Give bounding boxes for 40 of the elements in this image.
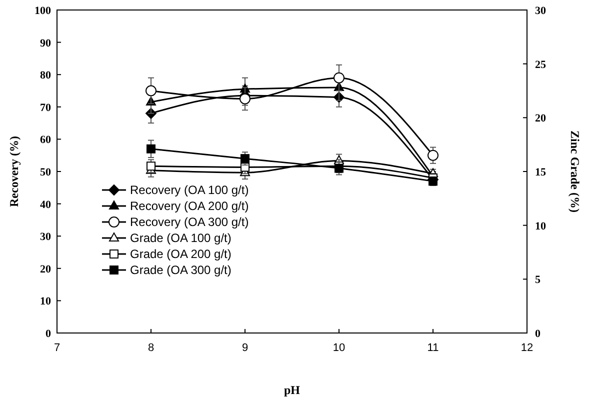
y-tick-label: 20 (40, 263, 52, 276)
y2-tick-label: 20 (535, 112, 546, 125)
y-tick-label: 60 (40, 134, 52, 146)
legend-label: Recovery (OA 200 g/t) (130, 199, 249, 213)
y-tick-label: 40 (40, 198, 52, 211)
y-tick-label: 70 (40, 102, 52, 114)
y-tick-label: 30 (40, 231, 52, 244)
y-tick-label: 100 (34, 5, 52, 17)
y2-tick-label: 25 (535, 58, 546, 71)
y-tick-label: 50 (40, 166, 52, 178)
y-tick-label: 80 (40, 70, 52, 82)
y2-tick-label: 0 (535, 328, 541, 340)
legend-label: Grade (OA 200 g/t) (130, 247, 232, 261)
y2-tick-label: 5 (535, 274, 541, 286)
point (146, 162, 156, 171)
point (146, 144, 156, 154)
y2-axis-title: Zinc Grade (%) (568, 130, 582, 212)
y2-tick-label: 15 (535, 166, 546, 178)
x-tick-label: 9 (242, 342, 248, 354)
y-axis-title: Recovery (%) (7, 136, 21, 207)
point (334, 72, 344, 84)
y2-tick-label: 10 (535, 220, 546, 232)
legend-label: Grade (OA 100 g/t) (130, 231, 232, 245)
legend-label: Grade (OA 300 g/t) (130, 263, 232, 277)
y-tick-label: 10 (40, 296, 52, 308)
x-tick-label: 7 (54, 342, 60, 354)
x-tick-label: 8 (148, 342, 154, 354)
point (240, 154, 250, 164)
x-tick-label: 10 (332, 342, 346, 354)
y-tick-label: 90 (40, 37, 52, 50)
y2-tick-label: 30 (535, 5, 546, 17)
point (428, 150, 438, 161)
legend-label: Recovery (OA 300 g/t) (130, 215, 249, 229)
y-tick-label: 0 (46, 328, 52, 340)
point (146, 85, 156, 96)
x-tick-label: 11 (427, 342, 439, 354)
point (240, 93, 250, 104)
x-tick-label: 12 (520, 342, 534, 354)
legend-label: Recovery (OA 100 g/t) (130, 183, 249, 197)
x-axis-title: pH (284, 383, 301, 397)
